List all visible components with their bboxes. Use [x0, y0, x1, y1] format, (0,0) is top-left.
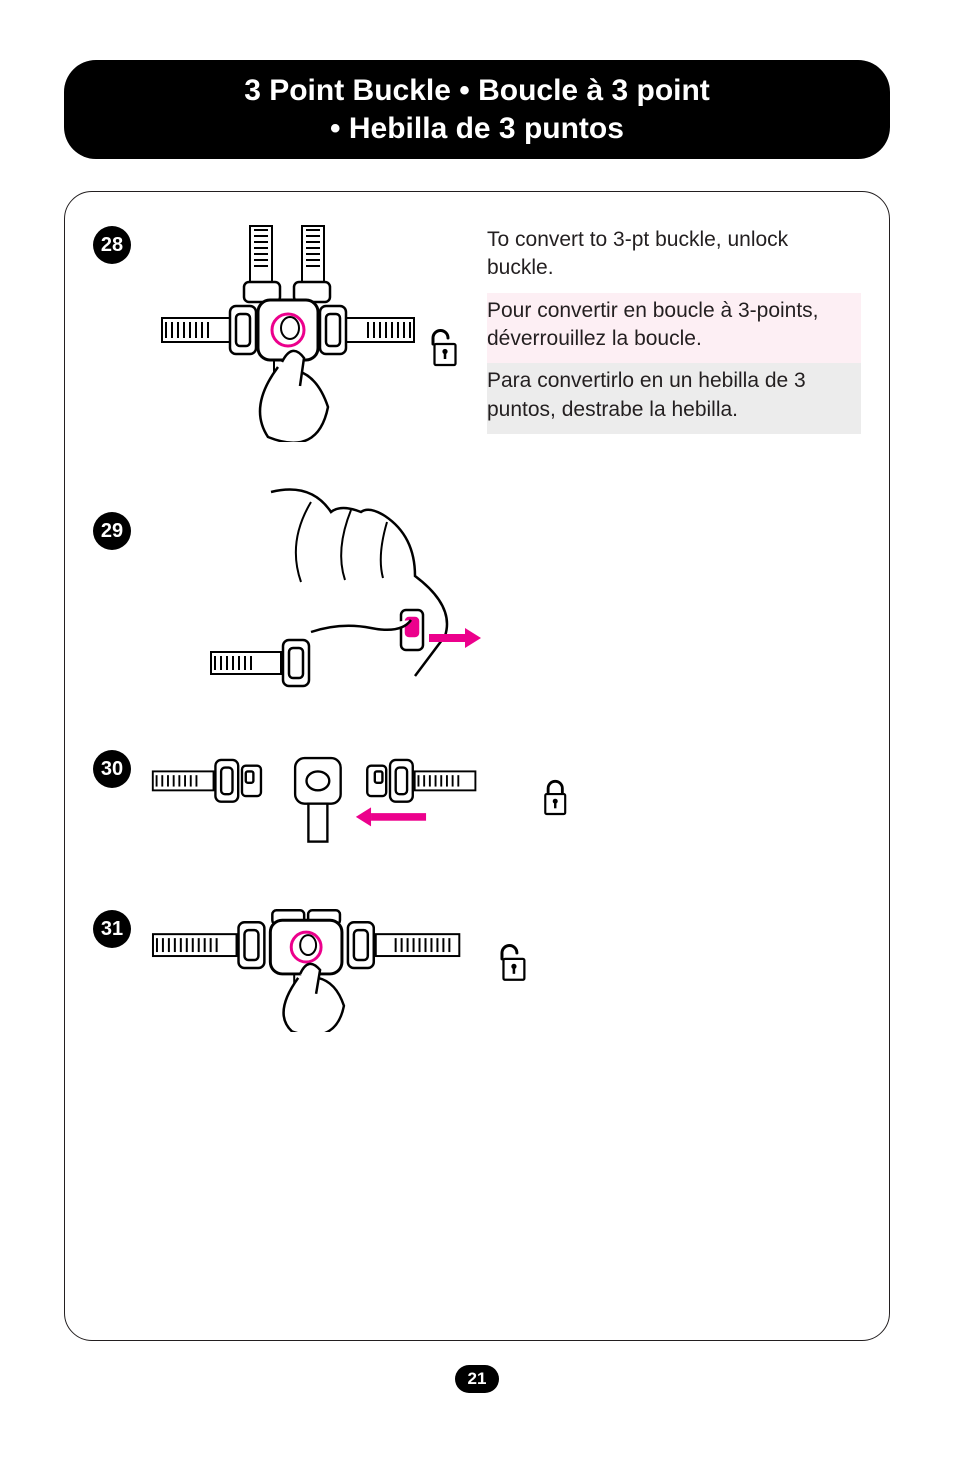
step-28-text: To convert to 3-pt buckle, unlock buckle…: [487, 222, 861, 434]
illustration-31: [149, 892, 529, 1032]
step-28-en: To convert to 3-pt buckle, unlock buckle…: [487, 222, 861, 293]
step-number-31: 31: [93, 910, 131, 948]
section-title: 3 Point Buckle • Boucle à 3 point • Hebi…: [64, 60, 890, 159]
unlock-icon: [430, 326, 460, 368]
page-number: 21: [455, 1365, 499, 1393]
illustration-29: [191, 482, 511, 702]
step-28-es: Para convertirlo en un hebilla de 3 punt…: [487, 363, 861, 434]
lock-icon: [541, 777, 569, 817]
title-line-2: • Hebilla de 3 puntos: [104, 110, 850, 148]
step-number-29: 29: [93, 512, 131, 550]
buckle-press-diagram: [158, 222, 418, 442]
step-29: 29: [93, 482, 861, 702]
illustration-30: [149, 742, 569, 852]
step-number-30: 30: [93, 750, 131, 788]
separated-buckle-diagram: [149, 742, 529, 852]
step-30: 30: [93, 742, 861, 852]
content-panel: 28: [64, 191, 890, 1341]
step-31: 31: [93, 892, 861, 1032]
hand-remove-diagram: [201, 482, 501, 702]
buckle-3pt-diagram: [149, 892, 487, 1032]
step-28: 28: [93, 222, 861, 442]
step-28-fr: Pour convertir en boucle à 3-points, dév…: [487, 293, 861, 364]
illustration-28: [149, 222, 469, 442]
unlock-icon: [499, 941, 529, 983]
step-number-28: 28: [93, 226, 131, 264]
title-line-1: 3 Point Buckle • Boucle à 3 point: [104, 72, 850, 110]
